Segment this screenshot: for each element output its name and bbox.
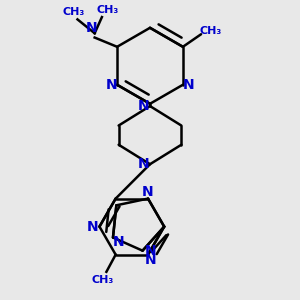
Text: N: N (142, 185, 153, 199)
Text: N: N (86, 220, 98, 234)
Text: N: N (145, 244, 156, 258)
Text: CH₃: CH₃ (91, 275, 114, 285)
Text: N: N (183, 78, 195, 92)
Text: CH₃: CH₃ (97, 5, 119, 15)
Text: N: N (145, 253, 157, 267)
Text: N: N (105, 78, 117, 92)
Text: CH₃: CH₃ (199, 26, 221, 36)
Text: N: N (86, 21, 98, 35)
Text: CH₃: CH₃ (62, 7, 85, 17)
Text: N: N (113, 235, 125, 249)
Text: N: N (138, 99, 149, 113)
Text: N: N (138, 157, 149, 171)
